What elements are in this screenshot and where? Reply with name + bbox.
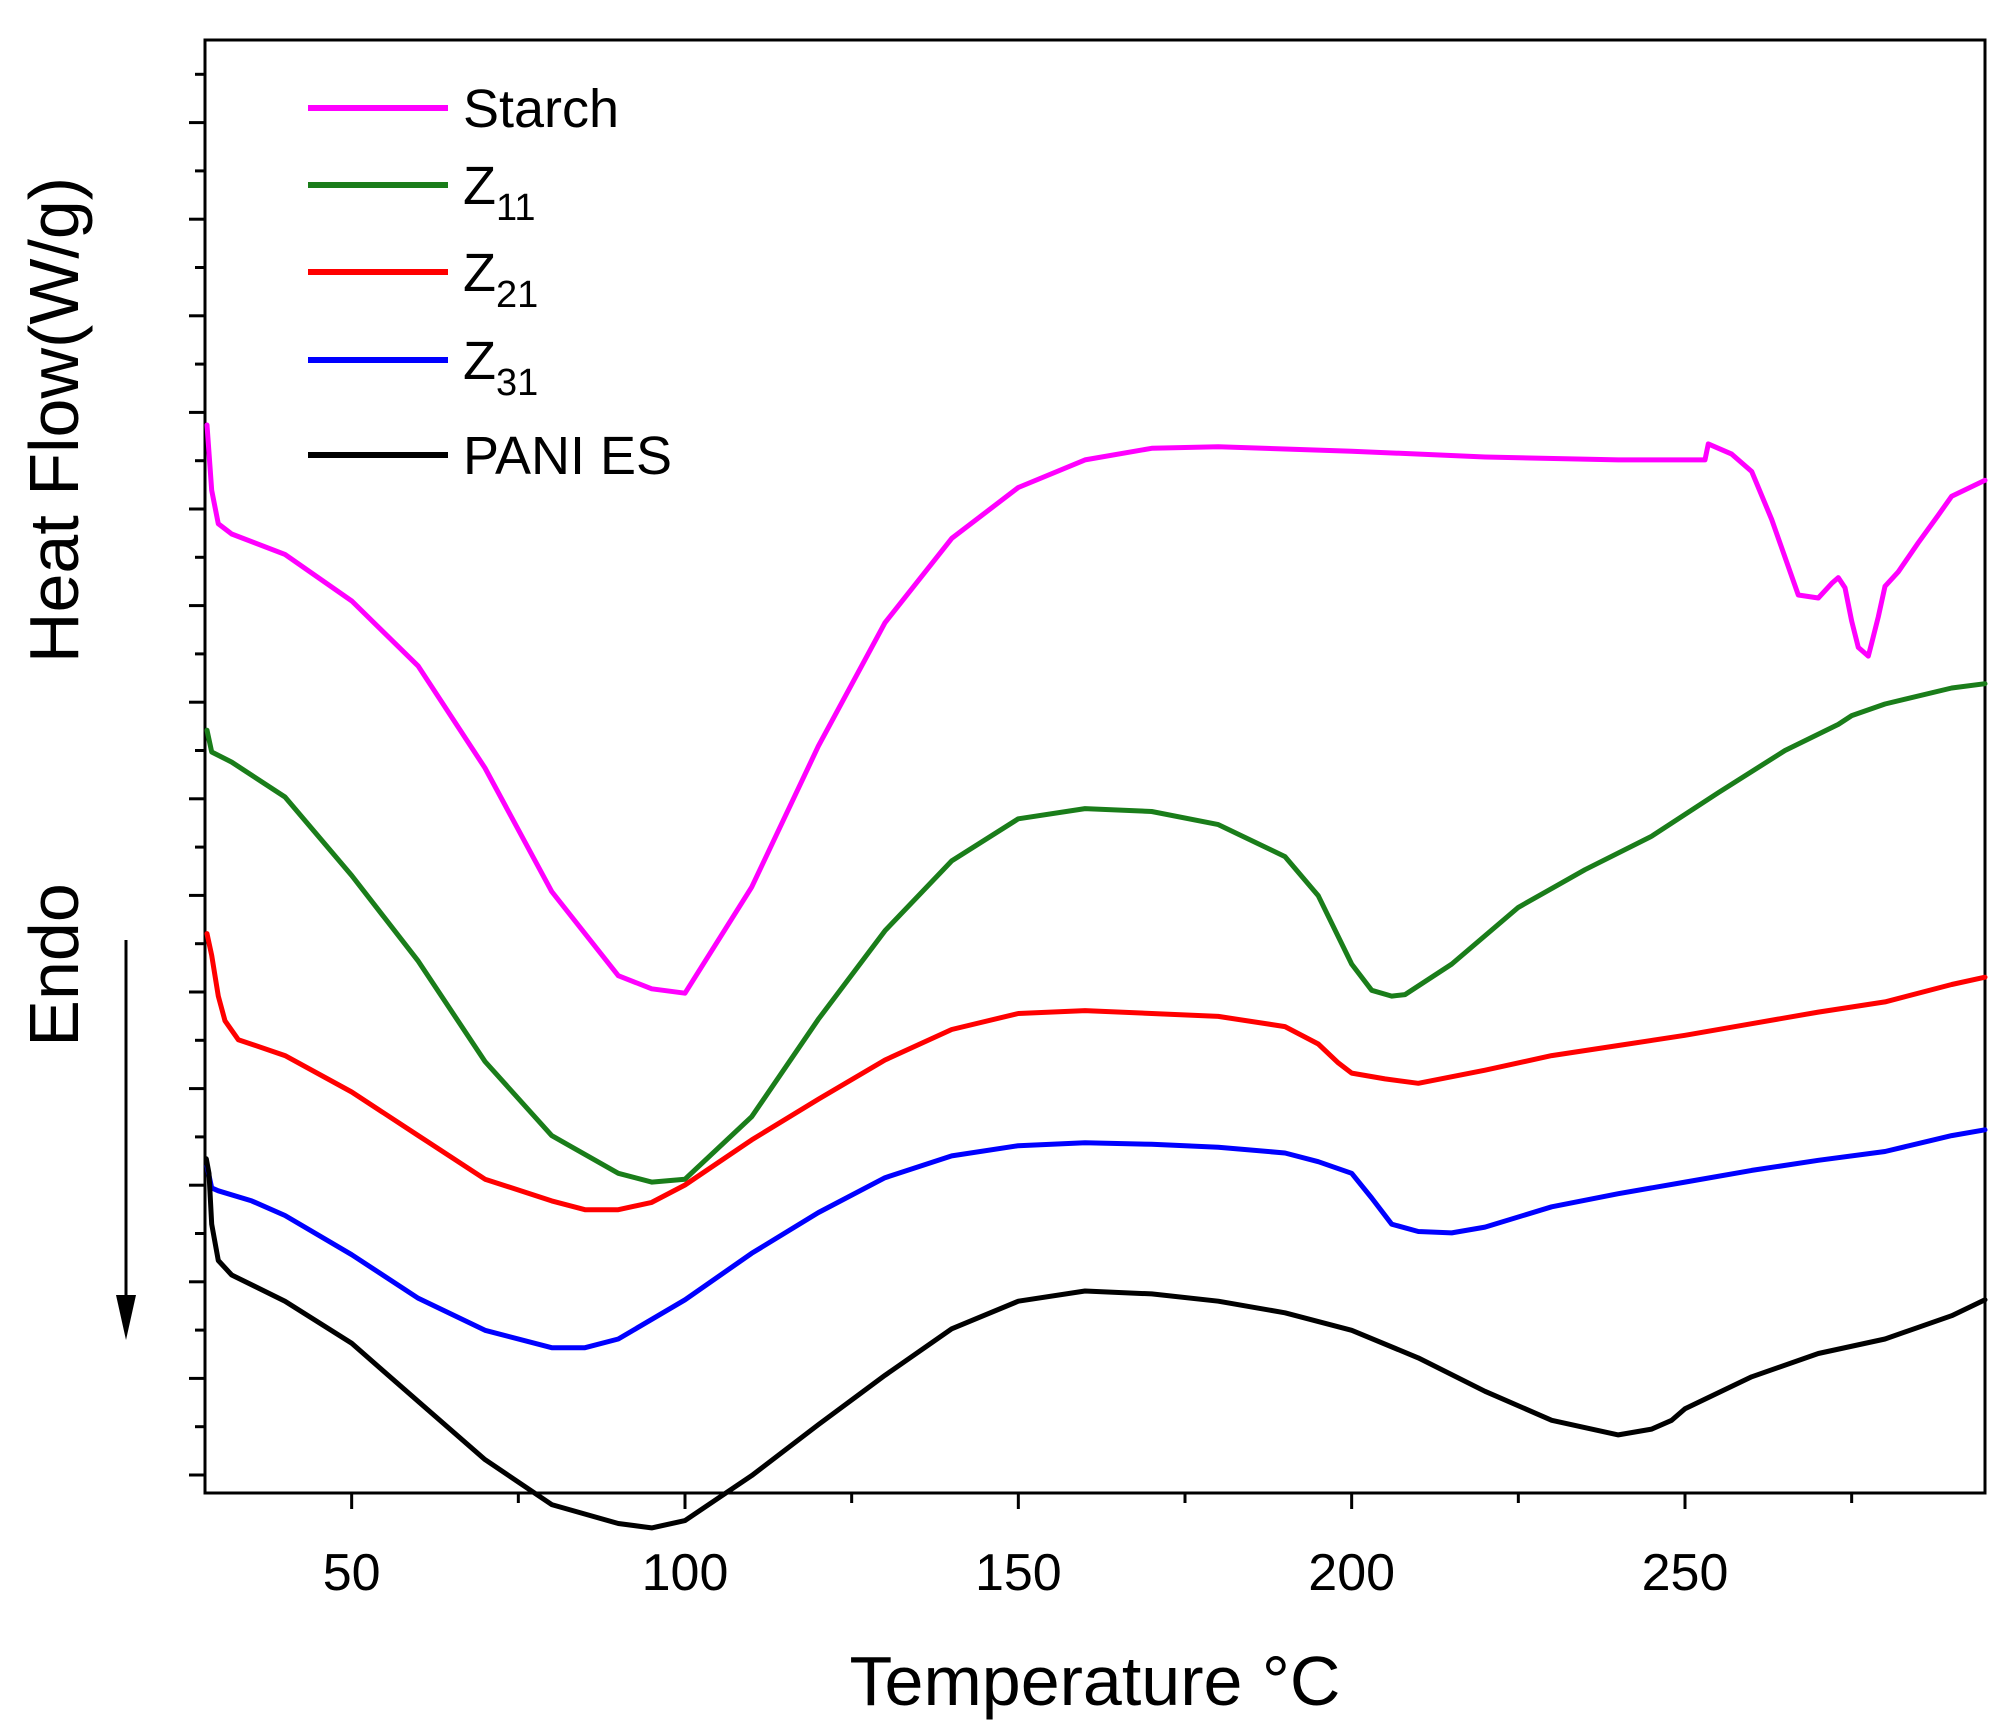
series-line-z21 (204, 931, 1988, 1213)
legend-label-pani-es: PANI ES (463, 426, 672, 486)
x-tick-label: 100 (642, 1544, 729, 1602)
x-tick-label: 150 (975, 1544, 1062, 1602)
y-axis-title: Heat Flow(W/g) (15, 177, 93, 663)
legend-label-z21: Z21 (463, 243, 538, 316)
x-tick-label: 250 (1642, 1544, 1729, 1602)
series-line-z31 (204, 1127, 1988, 1351)
legend: Starch Z11 Z21 Z31 PANI ES (308, 79, 672, 486)
series-layer (203, 422, 1988, 1531)
series-line-pani-es (203, 1156, 1988, 1531)
x-axis-ticks (350, 1493, 1854, 1509)
x-axis-tick-labels: 50 100 150 200 250 (323, 1544, 1729, 1602)
y-axis-ticks (189, 72, 205, 1477)
legend-label-z31: Z31 (463, 331, 538, 404)
series-line-z11 (204, 681, 1988, 1185)
endo-arrow-head (116, 1295, 136, 1340)
endo-annotation: Endo (15, 883, 93, 1046)
series-line-starch (204, 422, 1988, 996)
legend-label-z11: Z11 (463, 156, 535, 229)
x-tick-label: 50 (323, 1544, 381, 1602)
x-axis-title: Temperature °C (850, 1642, 1341, 1720)
x-tick-label: 200 (1308, 1544, 1395, 1602)
plot-area-frame (203, 38, 1987, 1495)
legend-label-starch: Starch (463, 79, 619, 139)
